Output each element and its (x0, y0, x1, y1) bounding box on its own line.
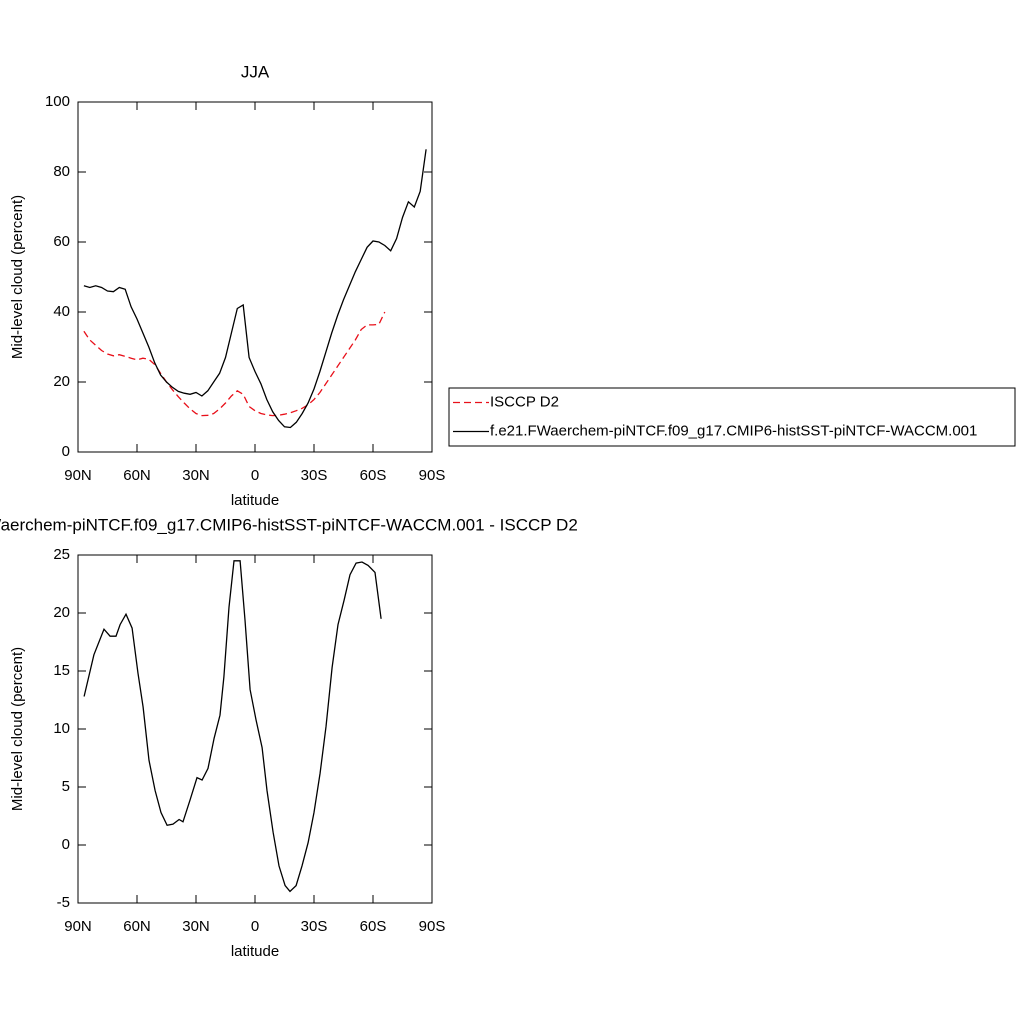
y-tick-label: 80 (53, 163, 70, 180)
chart-title: JJA (241, 62, 270, 81)
x-tick-label: 90N (64, 467, 92, 484)
data-line (83, 560, 382, 893)
y-tick-label: 60 (53, 233, 70, 250)
legend-box (448, 387, 1016, 447)
x-tick-label: 60S (360, 467, 387, 484)
data-line (83, 149, 427, 429)
x-tick-label: 90S (419, 467, 446, 484)
y-tick-label: 5 (62, 778, 70, 795)
y-tick-label: 100 (45, 93, 70, 110)
y-tick-label: 25 (53, 546, 70, 563)
x-tick-label: 0 (251, 467, 259, 484)
x-tick-label: 30S (301, 918, 328, 935)
y-tick-label: 0 (62, 443, 70, 460)
y-tick-label: 10 (53, 720, 70, 737)
y-tick-label: -5 (57, 894, 70, 911)
x-tick-label: 30N (182, 467, 210, 484)
x-tick-label: 30N (182, 918, 210, 935)
x-axis-label: latitude (231, 492, 279, 509)
legend-label: ISCCP D2 (490, 393, 559, 410)
y-axis-label: Mid-level cloud (percent) (9, 647, 26, 811)
x-axis-label: latitude (231, 943, 279, 960)
chart-title: f.e21.FWaerchem-piNTCF.f09_g17.CMIP6-his… (0, 515, 578, 534)
y-axis-label: Mid-level cloud (percent) (9, 195, 26, 359)
x-tick-label: 60N (123, 467, 151, 484)
x-tick-label: 60S (360, 918, 387, 935)
y-tick-label: 40 (53, 303, 70, 320)
plot-frame (77, 101, 433, 453)
y-tick-label: 20 (53, 604, 70, 621)
data-line (83, 311, 386, 417)
x-tick-label: 90N (64, 918, 92, 935)
y-tick-label: 20 (53, 373, 70, 390)
legend-label: f.e21.FWaerchem-piNTCF.f09_g17.CMIP6-his… (490, 422, 977, 439)
x-tick-label: 90S (419, 918, 446, 935)
x-tick-label: 60N (123, 918, 151, 935)
plot-frame (77, 554, 433, 904)
x-tick-label: 30S (301, 467, 328, 484)
y-tick-label: 15 (53, 662, 70, 679)
x-tick-label: 0 (251, 918, 259, 935)
y-tick-label: 0 (62, 836, 70, 853)
